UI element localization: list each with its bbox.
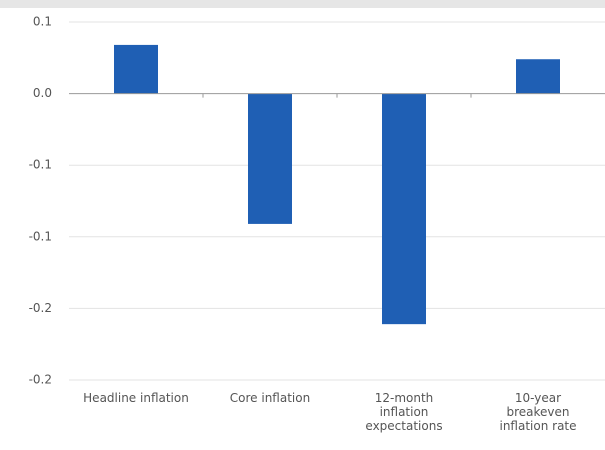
y-tick-label: -0.2 — [29, 373, 52, 387]
y-tick-label: 0.1 — [33, 15, 52, 29]
y-tick-label: -0.1 — [29, 229, 52, 243]
x-tick-label: 12-month inflation expectations — [365, 391, 443, 433]
y-tick-label: 0.0 — [33, 86, 52, 100]
top-strip — [0, 0, 605, 8]
x-tick-label: 10-year breakeven inflation rate — [499, 391, 577, 433]
y-tick-label: -0.1 — [29, 158, 52, 172]
x-tick-label: Headline inflation — [83, 391, 189, 405]
x-tick-label: Core inflation — [229, 391, 311, 405]
y-tick-label: -0.2 — [29, 301, 52, 315]
bar — [114, 44, 158, 94]
bar — [248, 93, 292, 224]
bar — [382, 93, 426, 325]
bar — [516, 59, 560, 94]
